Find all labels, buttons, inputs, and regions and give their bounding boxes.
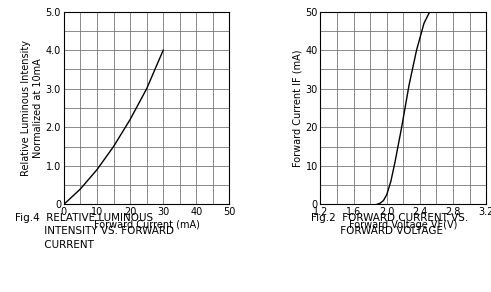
- Y-axis label: Forward Current IF (mA): Forward Current IF (mA): [293, 49, 302, 167]
- Text: Fig.2  FORWARD CURRENT VS.
         FORWARD VOLTAGE: Fig.2 FORWARD CURRENT VS. FORWARD VOLTAG…: [311, 213, 468, 236]
- X-axis label: Forward Current (mA): Forward Current (mA): [94, 220, 199, 230]
- Y-axis label: Relative Luminous Intensity
Normalized at 10mA: Relative Luminous Intensity Normalized a…: [21, 40, 43, 176]
- X-axis label: Forward Voltage VF(V): Forward Voltage VF(V): [349, 220, 458, 230]
- Text: Fig.4  RELATIVE LUMINOUS
         INTENSITY VS. FORWARD
         CURRENT: Fig.4 RELATIVE LUMINOUS INTENSITY VS. FO…: [15, 213, 174, 250]
